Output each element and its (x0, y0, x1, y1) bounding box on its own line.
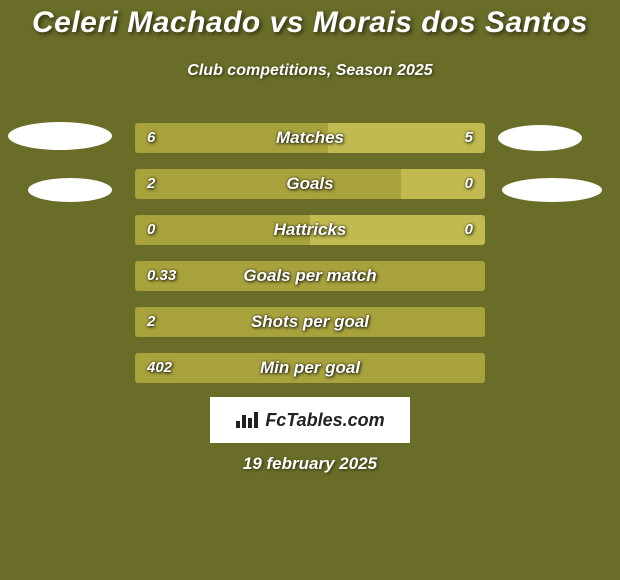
stat-bar: Hattricks00 (135, 215, 485, 245)
stat-bar-left-seg (135, 353, 485, 383)
page-title: Celeri Machado vs Morais dos Santos (0, 6, 620, 40)
stat-bar-right-seg (310, 215, 485, 245)
stat-bar: Shots per goal2 (135, 307, 485, 337)
stat-bar-left-seg (135, 261, 485, 291)
stat-bar-right-seg (328, 123, 486, 153)
stat-bar-left-seg (135, 123, 328, 153)
avatar-placeholder (8, 122, 112, 150)
date-label: 19 february 2025 (0, 454, 620, 474)
stat-bar: Goals per match0.33 (135, 261, 485, 291)
avatar-placeholder (502, 178, 602, 202)
comparison-bars: Matches65 Goals20 Hattricks00 Goals per mat… (135, 123, 485, 399)
comparison-canvas: Celeri Machado vs Morais dos Santos Club… (0, 0, 620, 580)
stat-bar-left-seg (135, 215, 310, 245)
avatar-placeholder (28, 178, 112, 202)
stat-bar: Goals20 (135, 169, 485, 199)
stat-bar-left-seg (135, 307, 485, 337)
stat-bar-left-seg (135, 169, 401, 199)
avatar-placeholder (498, 125, 582, 151)
stat-bar: Min per goal402 (135, 353, 485, 383)
logo-box: FcTables.com (210, 397, 410, 443)
bar-chart-icon (235, 411, 259, 429)
logo-text: FcTables.com (265, 410, 384, 431)
stat-bar: Matches65 (135, 123, 485, 153)
subtitle: Club competitions, Season 2025 (0, 62, 620, 80)
stat-bar-right-seg (401, 169, 485, 199)
